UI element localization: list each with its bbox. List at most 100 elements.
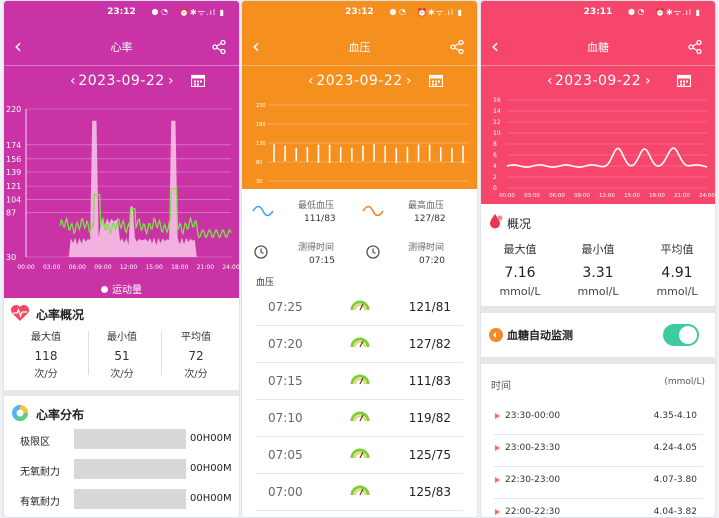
high-pressure-label: 最高血压: [408, 201, 445, 211]
glucose-min-stat: 最小值 3.31 mmol/L: [569, 241, 627, 298]
list-item[interactable]: 07:05 125/75: [256, 436, 463, 474]
status-bar: 23:12 ● ◔ ⏰✱ᯤ.ıl ▮: [4, 6, 239, 20]
blood-drop-icon: [490, 214, 503, 229]
share-icon[interactable]: [211, 39, 227, 55]
glucose-min-unit: mmol/L: [577, 285, 619, 298]
row-time: 23:30-00:00: [505, 411, 561, 421]
calendar-icon[interactable]: [429, 74, 443, 87]
max-label: 最大值: [31, 332, 61, 343]
x-tick-label: 15:00: [145, 264, 162, 271]
prev-date-icon[interactable]: ‹: [70, 73, 76, 89]
row-time: 23:00-23:30: [505, 443, 561, 453]
y-tick-label: 6: [493, 152, 497, 159]
min-stat: 最小值 51 次/分: [94, 328, 150, 380]
triangle-icon: [495, 445, 500, 451]
next-date-icon[interactable]: ›: [645, 73, 651, 89]
row-time: 22:30-23:00: [505, 475, 561, 485]
status-bar: 23:11 ● ◔ ⏰✱ᯤ.ıl ▮: [481, 6, 715, 20]
max-stat: 最大值 118 次/分: [18, 328, 74, 380]
date-label: 2023-09-22: [316, 73, 403, 89]
page-title: 心率: [110, 41, 133, 54]
x-tick-label: 12:00: [599, 193, 615, 199]
record-value: 125/75: [408, 448, 451, 462]
legend-dot-icon: [101, 286, 108, 293]
x-tick-label: 15:00: [624, 193, 640, 199]
glucose-max-value: 7.16: [504, 265, 536, 281]
calendar-icon[interactable]: [191, 74, 205, 87]
share-icon[interactable]: [449, 39, 465, 55]
blood-pressure-chart: 230 180 130 80 30: [256, 103, 469, 185]
list-item[interactable]: 07:10 119/82: [256, 399, 463, 437]
blood-pressure-summary: 最低血压 111/83 最高血压 127/82 测得时间 07:15 测得时间 …: [242, 189, 477, 273]
record-time: 07:05: [268, 448, 303, 462]
list-item[interactable]: 07:15 111/83: [256, 362, 463, 400]
row-value: 4.24-4.05: [653, 443, 697, 453]
y-tick-label: 104: [6, 195, 21, 204]
low-time-label: 测得时间: [298, 243, 335, 253]
table-row[interactable]: 23:30-00:00 4.35-4.10: [493, 403, 703, 435]
heart-rate-series-line: [59, 187, 232, 239]
y-tick-label: 2: [493, 174, 497, 181]
notification-icons: ● ◔: [151, 7, 169, 16]
back-arrow-icon[interactable]: ‹: [14, 34, 22, 58]
row-value: 4.04-3.82: [653, 507, 697, 517]
section-separator: [481, 306, 715, 313]
x-tick-label: 00:00: [499, 193, 515, 199]
monitor-icon: [489, 328, 503, 342]
notification-icons: ● ◔: [389, 7, 407, 16]
zone-value: 00H00M: [190, 493, 232, 504]
y-tick-label: 8: [493, 141, 497, 148]
gauge-icon: [350, 337, 370, 348]
unit-header: (mmol/L): [664, 377, 705, 387]
prev-date-icon[interactable]: ‹: [547, 73, 553, 89]
y-tick-label: 4: [493, 163, 497, 170]
triangle-icon: [495, 413, 500, 419]
calendar-icon[interactable]: [677, 74, 691, 87]
pie-chart-icon: [12, 405, 29, 422]
divider: [88, 331, 89, 375]
x-tick-label: 12:00: [120, 264, 137, 271]
signal-battery-icons: ⏰✱ᯤ.ıl ▮: [417, 8, 463, 17]
list-item[interactable]: 07:00 125/83: [256, 473, 463, 511]
low-pressure-wave-icon: [252, 205, 274, 217]
glucose-max-stat: 最大值 7.16 mmol/L: [491, 241, 549, 298]
zone-bar: [74, 429, 186, 449]
share-icon[interactable]: [687, 39, 703, 55]
record-value: 121/81: [408, 300, 451, 314]
record-value: 111/83: [408, 374, 451, 388]
glucose-overview-title: 概况: [507, 217, 532, 231]
table-row[interactable]: 22:00-22:30 4.04-3.82: [493, 499, 703, 517]
x-tick-label: 03:00: [524, 193, 540, 199]
glucose-avg-unit: mmol/L: [656, 285, 698, 298]
y-tick-label: 180: [256, 122, 266, 128]
max-unit: 次/分: [34, 369, 58, 380]
glucose-min-value: 3.31: [582, 265, 614, 281]
back-arrow-icon[interactable]: ‹: [252, 34, 260, 58]
next-date-icon[interactable]: ›: [168, 73, 174, 89]
auto-monitor-toggle[interactable]: [663, 324, 699, 346]
distribution-title: 心率分布: [36, 408, 85, 422]
max-value: 118: [34, 349, 58, 363]
high-time-label: 测得时间: [408, 243, 445, 253]
avg-unit: 次/分: [184, 369, 208, 380]
list-item[interactable]: 07:20 127/82: [256, 325, 463, 363]
back-arrow-icon[interactable]: ‹: [491, 34, 499, 58]
section-separator: [4, 390, 239, 396]
y-tick-label: 220: [6, 105, 21, 114]
next-date-icon[interactable]: ›: [406, 73, 412, 89]
y-tick-label: 121: [6, 182, 21, 191]
heart-rate-header: 23:12 ● ◔ ⏰✱ᯤ.ıl ▮ ‹ 心率 ‹ 2023-09-22 ›: [4, 1, 239, 298]
x-tick-label: 18:00: [649, 193, 665, 199]
x-tick-label: 09:00: [94, 264, 111, 271]
high-pressure-wave-icon: [362, 205, 384, 217]
status-time: 23:12: [345, 7, 374, 17]
table-row[interactable]: 23:00-23:30 4.24-4.05: [493, 435, 703, 467]
table-row[interactable]: 22:30-23:00 4.07-3.80: [493, 467, 703, 499]
x-tick-label: 21:00: [674, 193, 690, 199]
header-divider: [481, 65, 715, 66]
list-item[interactable]: 07:25 121/81: [256, 288, 463, 326]
x-tick-label: 18:00: [171, 264, 188, 271]
prev-date-icon[interactable]: ‹: [308, 73, 314, 89]
avg-stat: 平均值 72 次/分: [168, 328, 224, 380]
